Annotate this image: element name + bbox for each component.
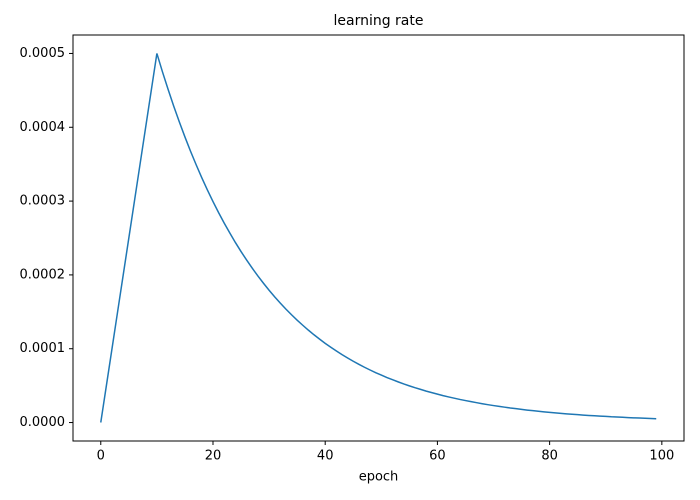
x-tick-label: 80 [541,449,558,464]
chart-title: learning rate [333,13,423,29]
x-tick-label: 60 [429,449,446,464]
y-tick-label: 0.0003 [20,194,66,209]
y-tick-label: 0.0001 [20,341,66,356]
x-tick-label: 40 [317,449,334,464]
x-tick-label: 0 [97,449,105,464]
y-tick-label: 0.0002 [20,267,66,282]
line-series [100,53,657,423]
axes-frame [72,34,685,442]
y-tick-label: 0.0004 [20,120,66,135]
x-tick-label: 20 [205,449,222,464]
x-axis-label: epoch [359,470,399,485]
y-tick-label: 0.0005 [20,46,66,61]
x-tick-label: 100 [649,449,674,464]
y-tick-label: 0.0000 [20,415,66,430]
